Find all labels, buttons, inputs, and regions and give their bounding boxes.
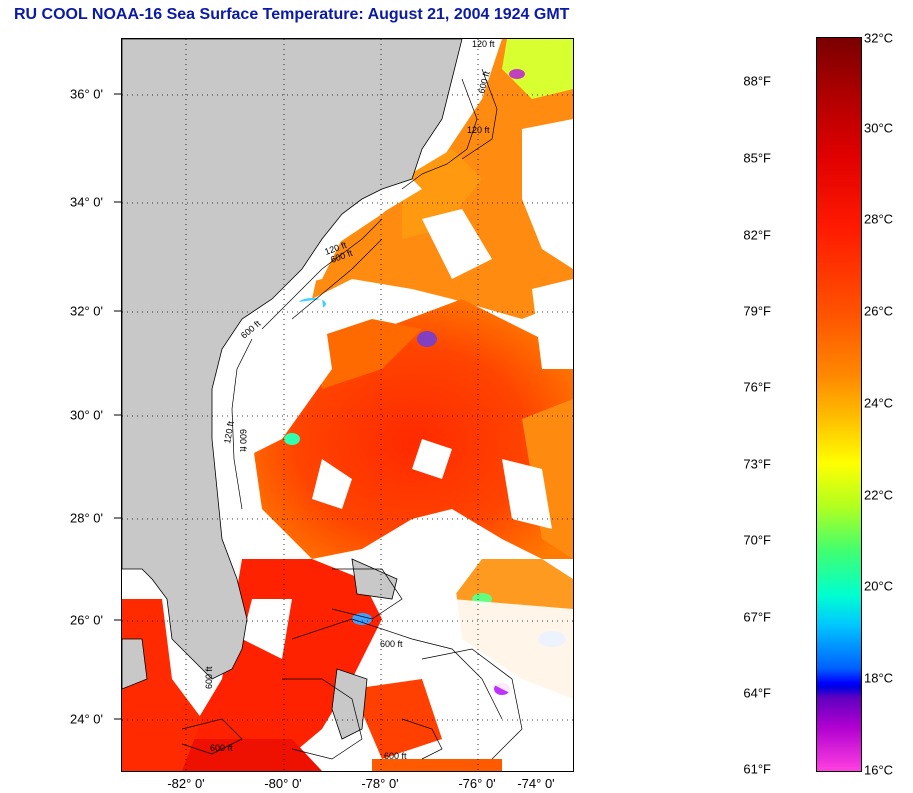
celsius-tick: 16°C [864, 762, 894, 778]
celsius-tick: 18°C [864, 670, 894, 686]
fahrenheit-tick: 79°F [743, 303, 771, 319]
fahrenheit-tick: 85°F [743, 150, 771, 166]
fahrenheit-tick: 70°F [743, 532, 771, 548]
fahrenheit-tick: 67°F [743, 609, 771, 625]
celsius-tick: 30°C [864, 120, 894, 136]
lon-label: -74° 0' [517, 776, 555, 791]
lon-label: -80° 0' [264, 776, 302, 791]
fahrenheit-tick: 73°F [743, 456, 771, 472]
lat-label: 34° 0' [70, 194, 103, 210]
celsius-tick: 28°C [864, 211, 894, 227]
lat-label: 26° 0' [70, 612, 103, 628]
lat-label: 30° 0' [70, 407, 103, 423]
lat-label: 32° 0' [70, 303, 103, 319]
fahrenheit-tick: 88°F [743, 73, 771, 89]
temperature-colorbar [816, 37, 862, 772]
fahrenheit-tick: 82°F [743, 227, 771, 243]
map-title: RU COOL NOAA-16 Sea Surface Temperature:… [14, 6, 570, 23]
contour-label: 120 ft [467, 125, 490, 135]
lat-label: 36° 0' [70, 86, 103, 102]
lon-label: -82° 0' [167, 776, 205, 791]
lat-label: 28° 0' [70, 510, 103, 526]
contour-label: 600 ft [380, 639, 403, 649]
sst-map: 120 ft 600 ft 120 ft 600 ft 120 ft 600 f… [121, 38, 574, 772]
contour-label: 120 ft [222, 420, 236, 444]
contour-label: 600 ft [204, 666, 214, 689]
fahrenheit-tick: 76°F [743, 379, 771, 395]
contour-label: 600 ft [384, 751, 407, 761]
celsius-tick: 22°C [864, 487, 894, 503]
graticule [122, 39, 573, 771]
contour-label: 120 ft [472, 39, 495, 49]
fahrenheit-tick: 61°F [743, 761, 771, 777]
contour-label: 600 ft [238, 429, 248, 452]
bathymetry-contours [181, 68, 523, 760]
lat-label: 24° 0' [70, 711, 103, 727]
lon-label: -76° 0' [458, 776, 496, 791]
contour-label: 600 ft [210, 743, 233, 753]
celsius-tick: 24°C [864, 395, 894, 411]
lat-ticks [114, 38, 121, 770]
lon-label: -78° 0' [361, 776, 399, 791]
celsius-tick: 26°C [864, 303, 894, 319]
celsius-tick: 20°C [864, 578, 894, 594]
fahrenheit-tick: 64°F [743, 685, 771, 701]
celsius-tick: 32°C [864, 30, 894, 46]
